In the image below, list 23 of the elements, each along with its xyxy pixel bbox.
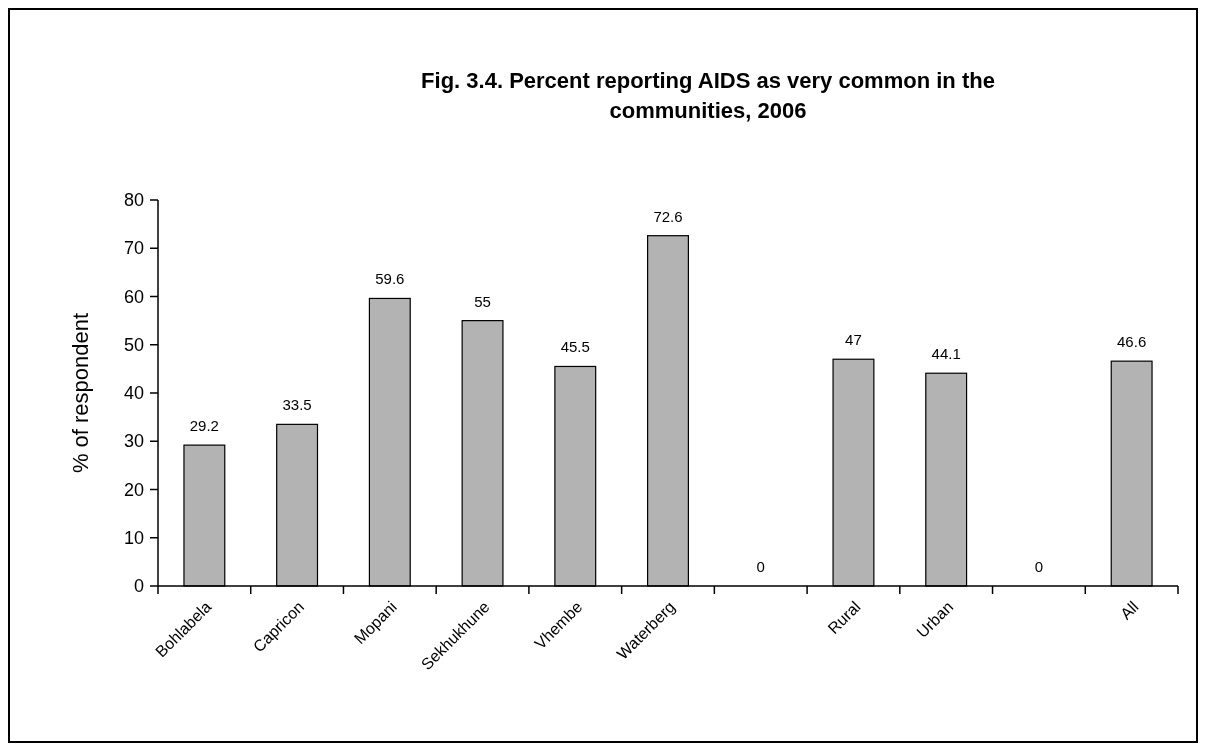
data-label: 46.6 (1117, 333, 1147, 351)
data-label: 72.6 (653, 207, 683, 225)
y-tick-label: 20 (123, 479, 144, 500)
data-label: 44.1 (931, 345, 961, 363)
y-tick-label: 0 (133, 576, 144, 596)
y-tick-label: 60 (123, 286, 144, 307)
data-label: 0 (1034, 558, 1044, 575)
data-label: 0 (756, 558, 765, 575)
y-tick-label: 30 (123, 431, 144, 452)
chart-title: Fig. 3.4. Percent reporting AIDS as very common in the communities, 2006 (421, 68, 995, 123)
data-label: 45.5 (560, 338, 590, 356)
data-label: 33.5 (282, 396, 312, 414)
y-tick-label: 70 (123, 238, 144, 259)
data-label: 55 (474, 292, 491, 310)
x-tick-label: All (1117, 598, 1142, 623)
y-tick-label: 10 (123, 527, 144, 548)
data-label: 59.6 (375, 270, 405, 288)
y-axis-title: % of respondent (68, 312, 93, 474)
data-label: 29.2 (189, 417, 219, 435)
data-label: 47 (845, 331, 862, 349)
y-tick-label: 50 (123, 334, 144, 355)
y-tick-label: 80 (123, 190, 144, 210)
y-tick-label: 40 (123, 383, 144, 403)
